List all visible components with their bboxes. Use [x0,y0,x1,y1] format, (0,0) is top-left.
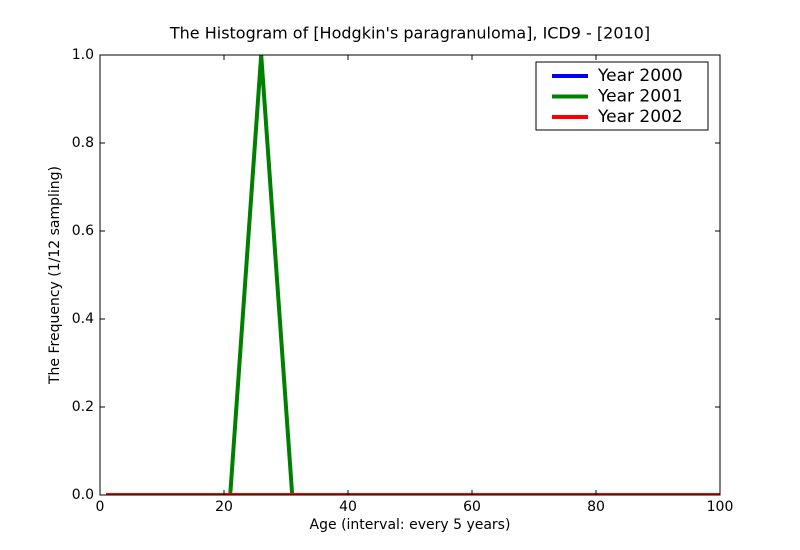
x-tick-label: 80 [587,499,605,515]
x-tick-label: 0 [96,499,105,515]
y-tick-label: 0.0 [72,487,94,503]
legend-label: Year 2000 [597,66,683,86]
y-tick-label: 0.2 [72,399,94,415]
y-tick-label: 0.4 [72,311,94,327]
plot-frame [99,54,721,496]
y-tick-label: 0.6 [72,223,94,239]
legend-label: Year 2002 [597,107,683,127]
x-tick-label: 60 [463,499,481,515]
y-axis-label: The Frequency (1/12 sampling) [47,166,63,385]
x-tick-label: 20 [215,499,233,515]
y-tick-label: 1.0 [72,47,94,63]
x-axis-label: Age (interval: every 5 years) [310,517,511,533]
x-tick-label: 40 [339,499,357,515]
y-tick-label: 0.8 [72,135,94,151]
chart-title: The Histogram of [Hodgkin's paragranulom… [169,24,650,43]
legend-label: Year 2001 [597,87,683,107]
x-tick-label: 100 [707,499,734,515]
